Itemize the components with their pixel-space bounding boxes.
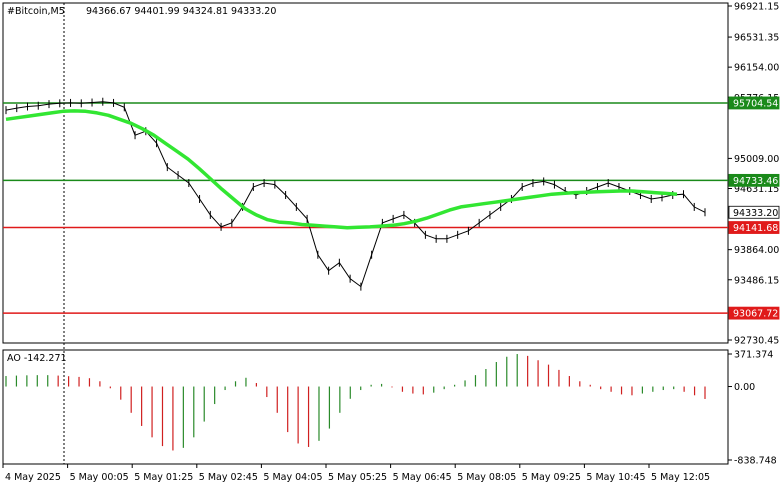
ao-tick-label: 371.374 [734, 350, 773, 361]
price-tick-label: 92730.45 [734, 336, 779, 347]
ma-line [5, 109, 678, 230]
ao-label: AO -142.271 [7, 353, 67, 364]
ao-axis: 371.374 0.00 -838.748 [728, 350, 777, 467]
time-tick-label: 5 May 02:45 [199, 472, 258, 483]
time-tick-label: 5 May 06:45 [393, 472, 452, 483]
level-lines: 95704.54 94733.46 94333.20 94141.68 93067.72 [3, 96, 780, 320]
level-tag-label: 94333.20 [733, 208, 778, 219]
price-tick-label: 96154.00 [734, 63, 779, 74]
level-tag-label: 95704.54 [733, 98, 778, 109]
price-tick-label: 93864.00 [734, 245, 779, 256]
moving-average [5, 109, 678, 230]
ohlc-readout: 94366.67 94401.99 94324.81 94333.20 [86, 6, 276, 17]
level-tag-support-mid [728, 221, 780, 234]
ao-tick-label: 0.00 [734, 382, 755, 393]
level-tag-resistance-high [728, 96, 780, 110]
ao-panel[interactable] [2, 349, 729, 465]
time-tick-label: 5 May 09:25 [522, 472, 581, 483]
price-series [5, 97, 706, 291]
level-tag-label: 94733.46 [733, 176, 778, 187]
level-tag-label: 94141.68 [733, 223, 778, 234]
time-tick-label: 5 May 01:25 [134, 472, 193, 483]
time-tick-label: 5 May 08:05 [457, 472, 516, 483]
level-tag-resistance-mid [728, 173, 780, 187]
time-tick-label: 5 May 05:25 [328, 472, 387, 483]
level-tag-support-low [728, 306, 780, 320]
price-tick-label: 94631.15 [734, 184, 779, 195]
level-tag-label: 93067.72 [733, 309, 778, 320]
time-tick-label: 5 May 12:05 [651, 472, 710, 483]
symbol-title: #Bitcoin,M5 [7, 6, 65, 17]
price-tick-label: 93486.15 [734, 275, 779, 286]
ao-histogram [5, 354, 706, 451]
time-tick-label: 5 May 00:05 [70, 472, 129, 483]
time-tick-label: 4 May 2025 [5, 472, 61, 483]
level-tag-current-price [728, 205, 780, 219]
price-tick-label: 95009.00 [734, 154, 779, 165]
price-panel[interactable] [2, 2, 729, 344]
time-axis: 4 May 2025 5 May 00:05 5 May 01:25 5 May 02… [2, 464, 710, 483]
price-tick-label: 96531.35 [734, 33, 779, 44]
ao-tick-label: -838.748 [734, 456, 777, 467]
price-tick-label: 96921.15 [734, 2, 779, 13]
time-tick-label: 5 May 04:05 [263, 472, 322, 483]
price-line [5, 101, 706, 288]
time-tick-label: 5 May 10:45 [586, 472, 645, 483]
